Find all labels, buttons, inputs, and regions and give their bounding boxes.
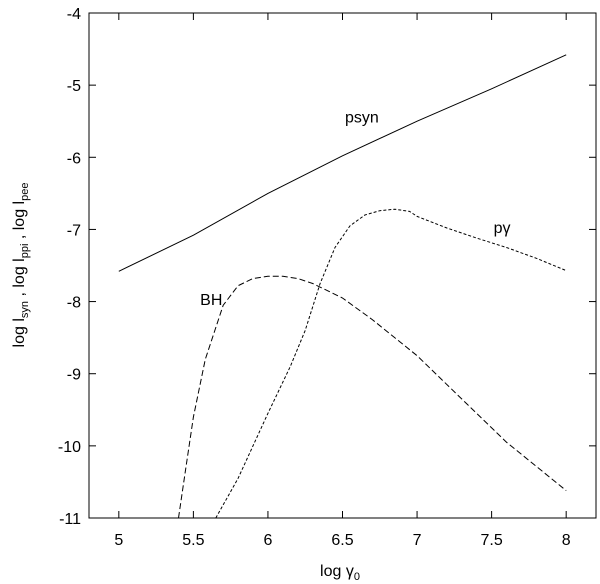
tick-labels-group: 5 5.5 6 6.5 7 7.5 8 -11 -10 -9 -8 -7 -6 -5 -4 — [58, 6, 571, 549]
y-axis-label-sub-3: pee — [19, 183, 31, 201]
series-label: pγ — [494, 220, 511, 237]
x-axis-label-base: log γ — [320, 563, 354, 580]
y-tick-label: -8 — [67, 295, 81, 312]
y-tick-label: -10 — [58, 439, 81, 456]
y-tick-label: -7 — [67, 222, 81, 239]
series-labels-group: psyn pγ BH — [200, 110, 510, 310]
y-tick-label: -5 — [67, 78, 81, 95]
series-line-solid — [118, 54, 567, 272]
y-axis-label-sub-1: syn — [19, 301, 31, 318]
y-tick-label: -6 — [67, 150, 81, 167]
y-tick-label: -9 — [67, 367, 81, 384]
series-group — [118, 54, 567, 519]
y-axis-label-part-3: , log l — [11, 201, 28, 244]
x-tick-label: 7.5 — [480, 532, 502, 549]
y-tick-label: -11 — [59, 511, 81, 528]
y-tick-label: -4 — [67, 6, 81, 23]
series-label: BH — [200, 292, 222, 309]
y-axis-label-part-2: , log l — [11, 258, 28, 301]
x-tick-label: 5.5 — [182, 532, 204, 549]
x-axis-label-sub: 0 — [354, 571, 360, 583]
series-label: psyn — [345, 110, 379, 127]
ticks-group — [89, 12, 596, 519]
x-tick-label: 6.5 — [331, 532, 353, 549]
x-tick-label: 8 — [562, 532, 571, 549]
series-line-dotted — [215, 208, 567, 519]
y-axis-label-sub-2: ppi — [19, 244, 31, 259]
x-tick-label: 7 — [413, 532, 422, 549]
x-tick-label: 6 — [263, 532, 272, 549]
series-line-dashed — [178, 275, 567, 519]
y-axis-label: log lsyn , log lppi , log lpee — [11, 183, 31, 348]
x-tick-label: 5 — [114, 532, 123, 549]
y-axis-label-part-1: log l — [11, 318, 28, 347]
x-axis-label: log γ0 — [320, 563, 360, 583]
